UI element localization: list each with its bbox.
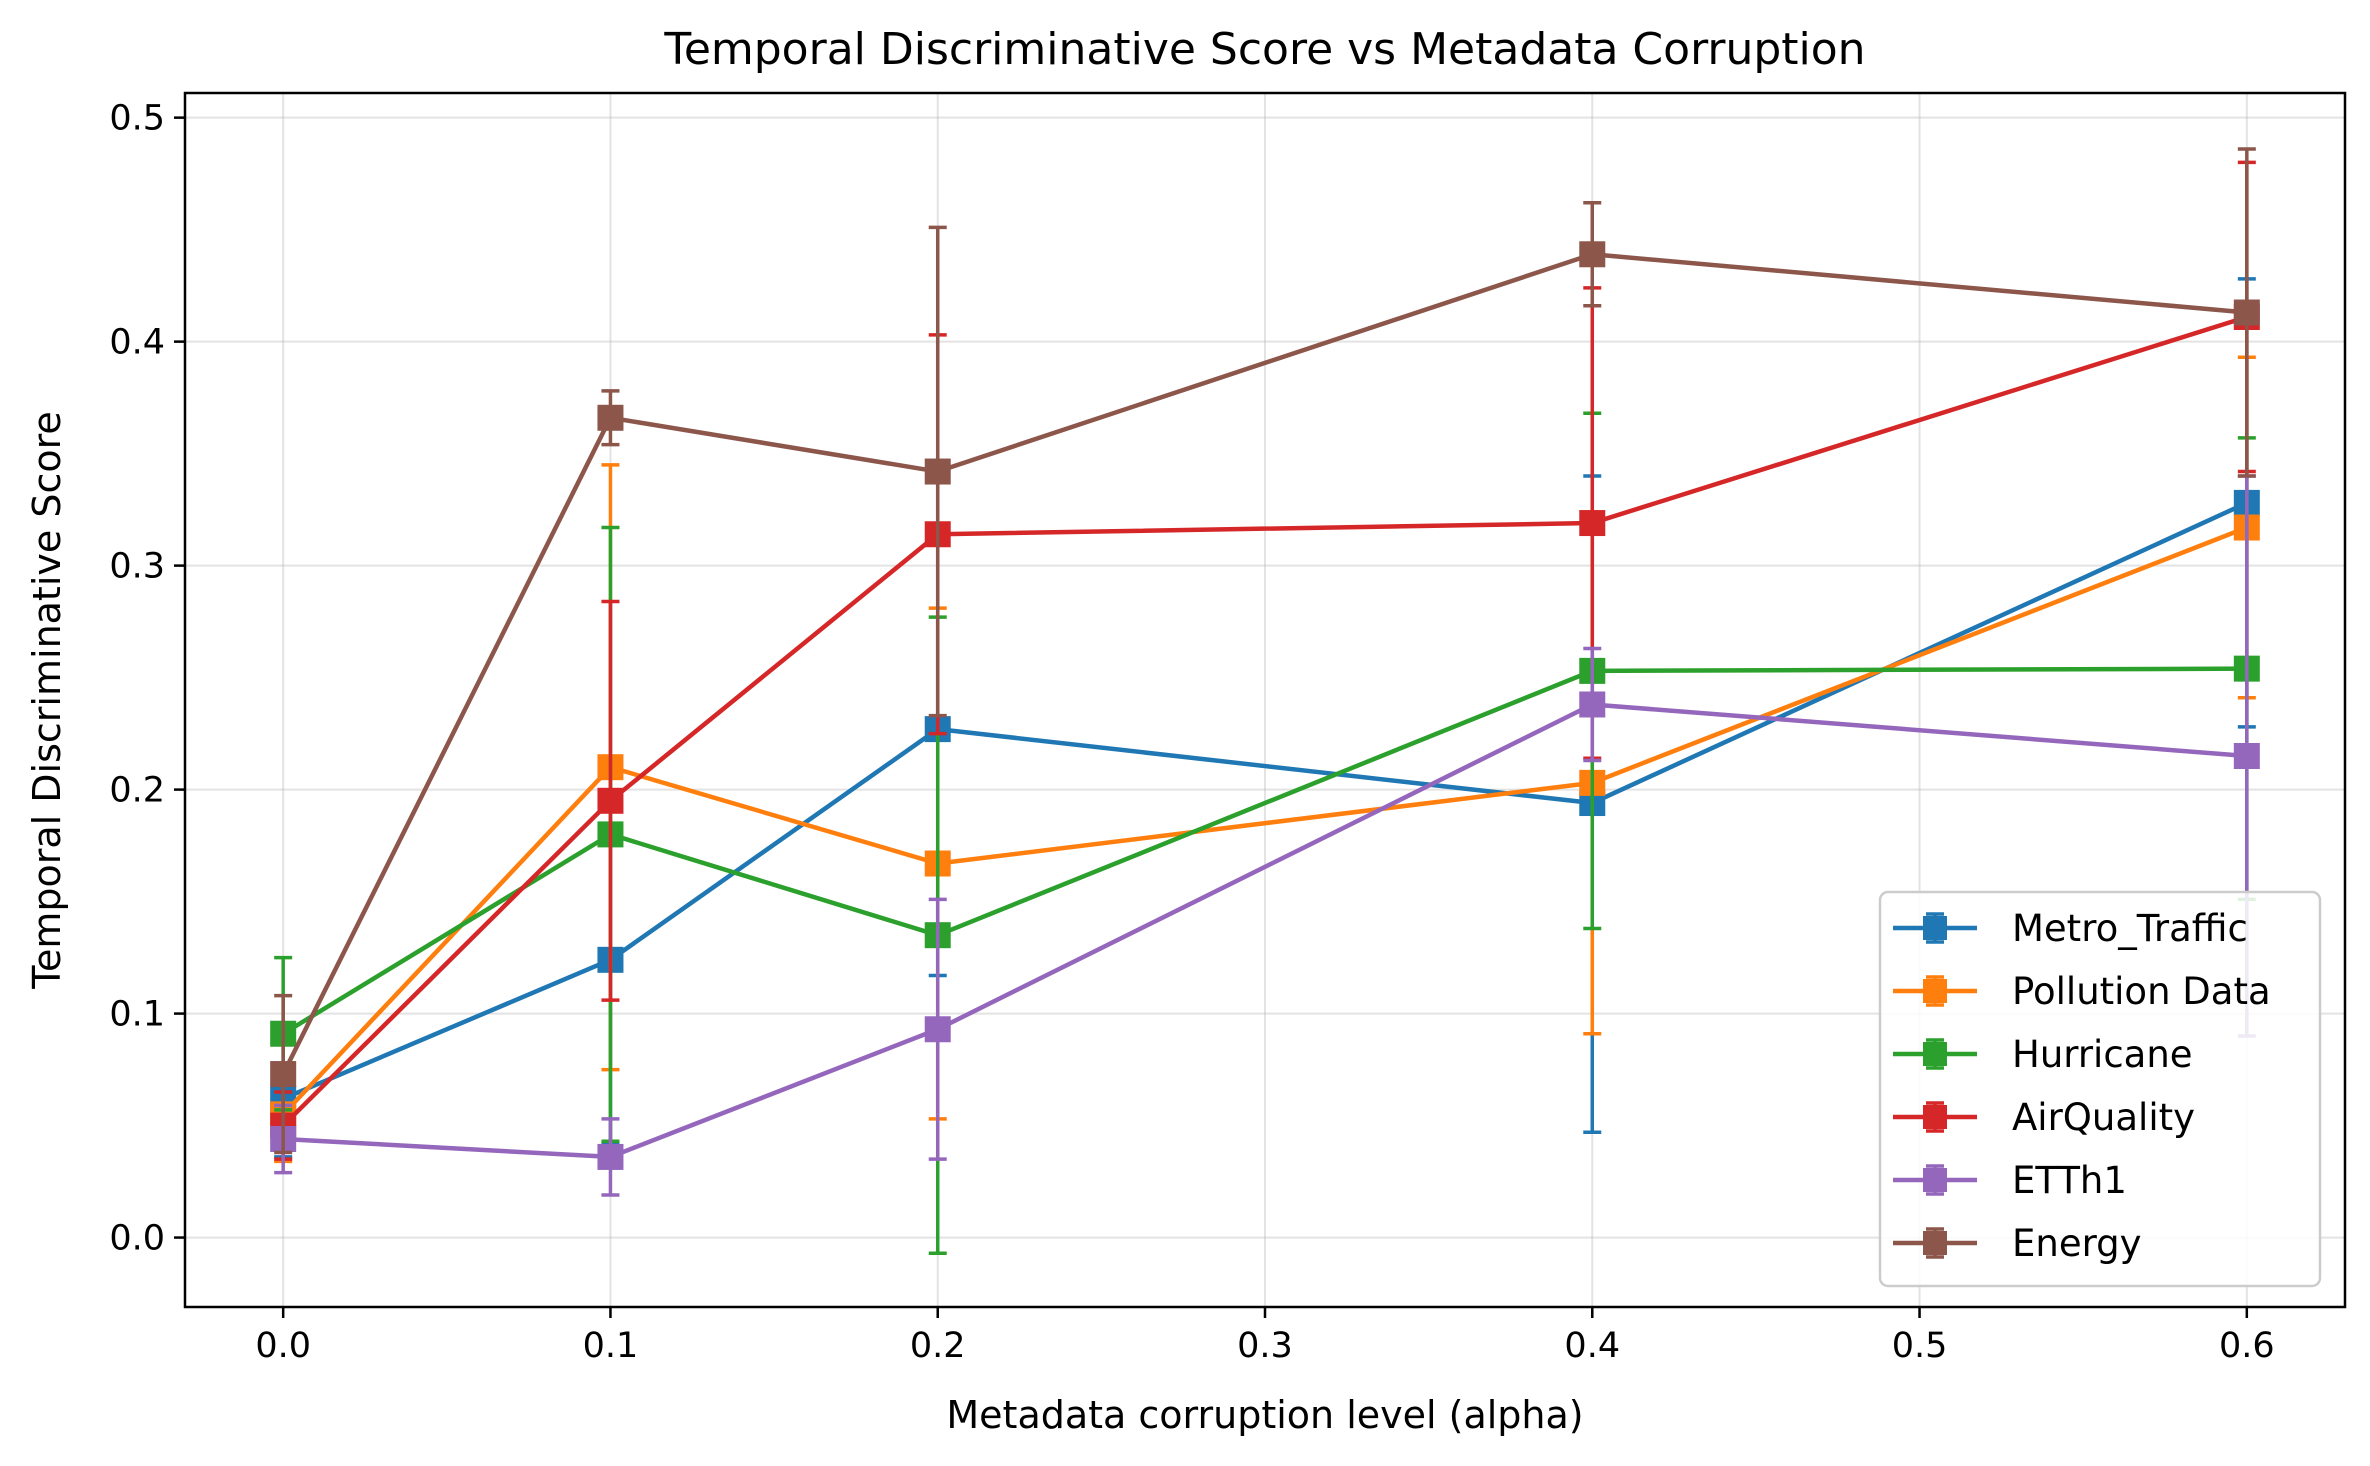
- x-tick-label: 0.6: [2219, 1326, 2275, 1366]
- legend-label: ETTh1: [2012, 1159, 2127, 1202]
- legend-marker: [1923, 1231, 1947, 1255]
- legend-marker: [1923, 1042, 1947, 1066]
- data-point: [2233, 299, 2260, 326]
- y-tick-label: 0.3: [109, 547, 165, 587]
- y-tick-label: 0.2: [109, 771, 165, 811]
- data-point: [597, 404, 624, 431]
- series-energy: [270, 147, 2260, 1155]
- x-tick-label: 0.0: [255, 1326, 311, 1366]
- legend-marker: [1923, 1105, 1947, 1129]
- y-axis: 0.0 0.1 0.2 0.3 0.4 0.5: [109, 99, 185, 1259]
- legend-label: Metro_Traffic: [2012, 907, 2248, 950]
- data-point: [597, 1143, 624, 1170]
- legend-entry: Pollution Data: [1893, 970, 2271, 1013]
- y-tick-label: 0.5: [109, 99, 165, 139]
- legend-entry: AirQuality: [1893, 1096, 2195, 1139]
- legend-entry: Metro_Traffic: [1893, 907, 2248, 950]
- data-point: [1579, 510, 1606, 537]
- chart-title: Temporal Discriminative Score vs Metadat…: [663, 24, 1865, 75]
- legend-label: Pollution Data: [2012, 970, 2271, 1013]
- data-point: [2233, 742, 2260, 769]
- legend-entry: Energy: [1893, 1222, 2142, 1265]
- legend-box: [1878, 890, 2322, 1288]
- x-axis-label: Metadata corruption level (alpha): [946, 1393, 1583, 1437]
- legend-entry: ETTh1: [1893, 1159, 2127, 1202]
- x-tick-label: 0.3: [1237, 1326, 1293, 1366]
- legend-marker: [1923, 979, 1947, 1003]
- legend: Metro_Traffic Pollution Data Hurricane AirQ…: [1878, 890, 2322, 1288]
- y-tick-label: 0.1: [109, 995, 165, 1035]
- legend-label: Energy: [2012, 1222, 2142, 1265]
- data-point: [597, 787, 624, 814]
- legend-label: Hurricane: [2012, 1033, 2193, 1076]
- y-axis-label: Temporal Discriminative Score: [25, 411, 69, 990]
- legend-label: AirQuality: [2012, 1096, 2195, 1139]
- legend-marker: [1923, 916, 1947, 940]
- data-point: [924, 1016, 951, 1043]
- y-tick-label: 0.0: [109, 1219, 165, 1259]
- y-tick-label: 0.4: [109, 323, 165, 363]
- series-layer: [270, 147, 2260, 1255]
- data-point: [270, 1061, 297, 1088]
- data-point: [1579, 691, 1606, 718]
- x-axis: 0.0 0.1 0.2 0.3 0.4 0.5 0.6: [255, 1307, 2275, 1366]
- x-tick-label: 0.5: [1892, 1326, 1948, 1366]
- data-point: [924, 458, 951, 485]
- x-tick-label: 0.4: [1564, 1326, 1620, 1366]
- x-tick-label: 0.1: [583, 1326, 639, 1366]
- x-tick-label: 0.2: [910, 1326, 966, 1366]
- legend-entry: Hurricane: [1893, 1033, 2193, 1076]
- legend-marker: [1923, 1168, 1947, 1192]
- data-point: [1579, 241, 1606, 268]
